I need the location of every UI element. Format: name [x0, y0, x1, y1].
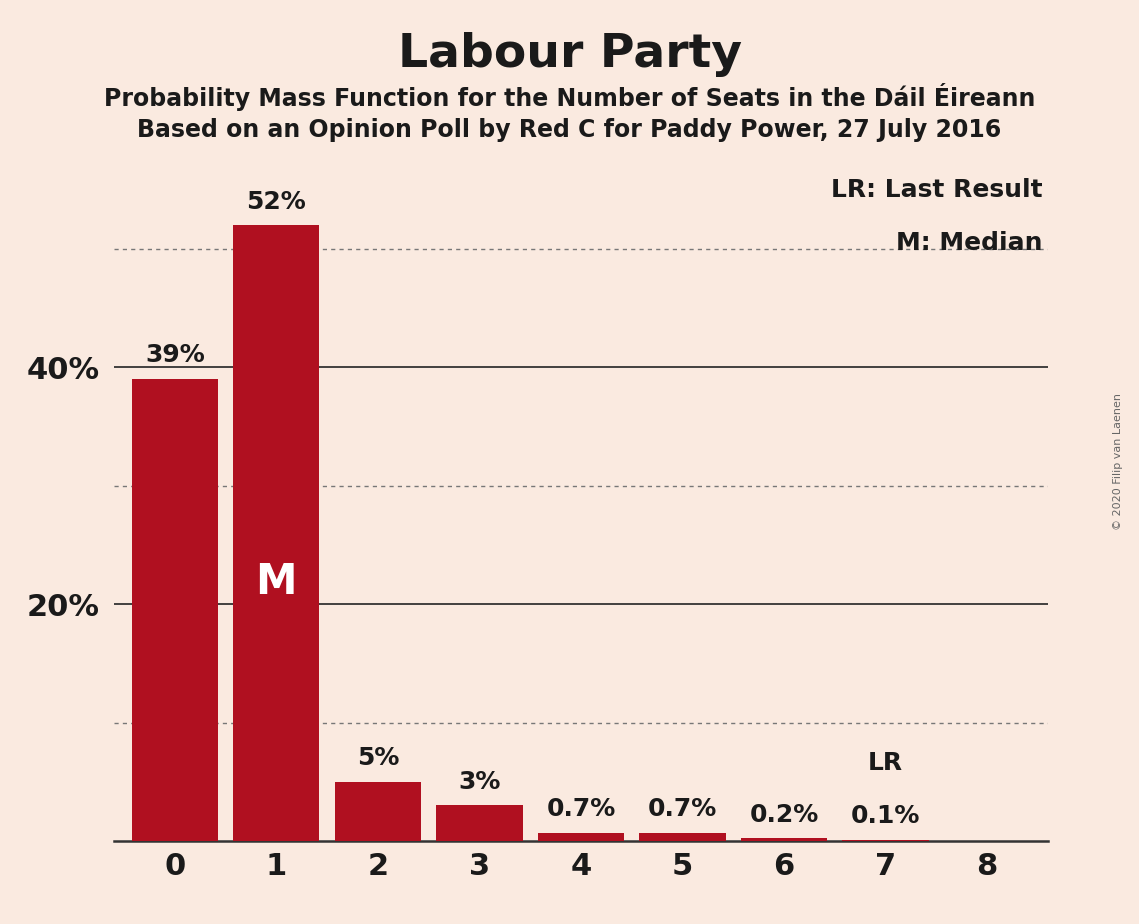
Bar: [843, 840, 928, 841]
Text: Probability Mass Function for the Number of Seats in the Dáil Éireann: Probability Mass Function for the Number…: [104, 83, 1035, 111]
Bar: [639, 833, 726, 841]
Text: 0.7%: 0.7%: [547, 796, 615, 821]
Text: 0.1%: 0.1%: [851, 804, 920, 828]
Text: 52%: 52%: [246, 189, 306, 213]
Bar: [132, 380, 218, 841]
Bar: [335, 782, 421, 841]
Text: M: Median: M: Median: [896, 231, 1043, 255]
Text: Labour Party: Labour Party: [398, 32, 741, 78]
Text: Based on an Opinion Poll by Red C for Paddy Power, 27 July 2016: Based on an Opinion Poll by Red C for Pa…: [138, 118, 1001, 142]
Bar: [538, 833, 624, 841]
Text: 39%: 39%: [145, 344, 205, 368]
Bar: [740, 838, 827, 841]
Bar: [436, 806, 523, 841]
Text: 0.7%: 0.7%: [648, 796, 718, 821]
Text: M: M: [255, 562, 297, 603]
Text: 0.2%: 0.2%: [749, 803, 819, 827]
Text: LR: Last Result: LR: Last Result: [831, 178, 1043, 202]
Text: 5%: 5%: [357, 746, 399, 770]
Text: 3%: 3%: [458, 770, 500, 794]
Text: © 2020 Filip van Laenen: © 2020 Filip van Laenen: [1114, 394, 1123, 530]
Text: LR: LR: [868, 750, 903, 774]
Bar: [233, 225, 319, 841]
